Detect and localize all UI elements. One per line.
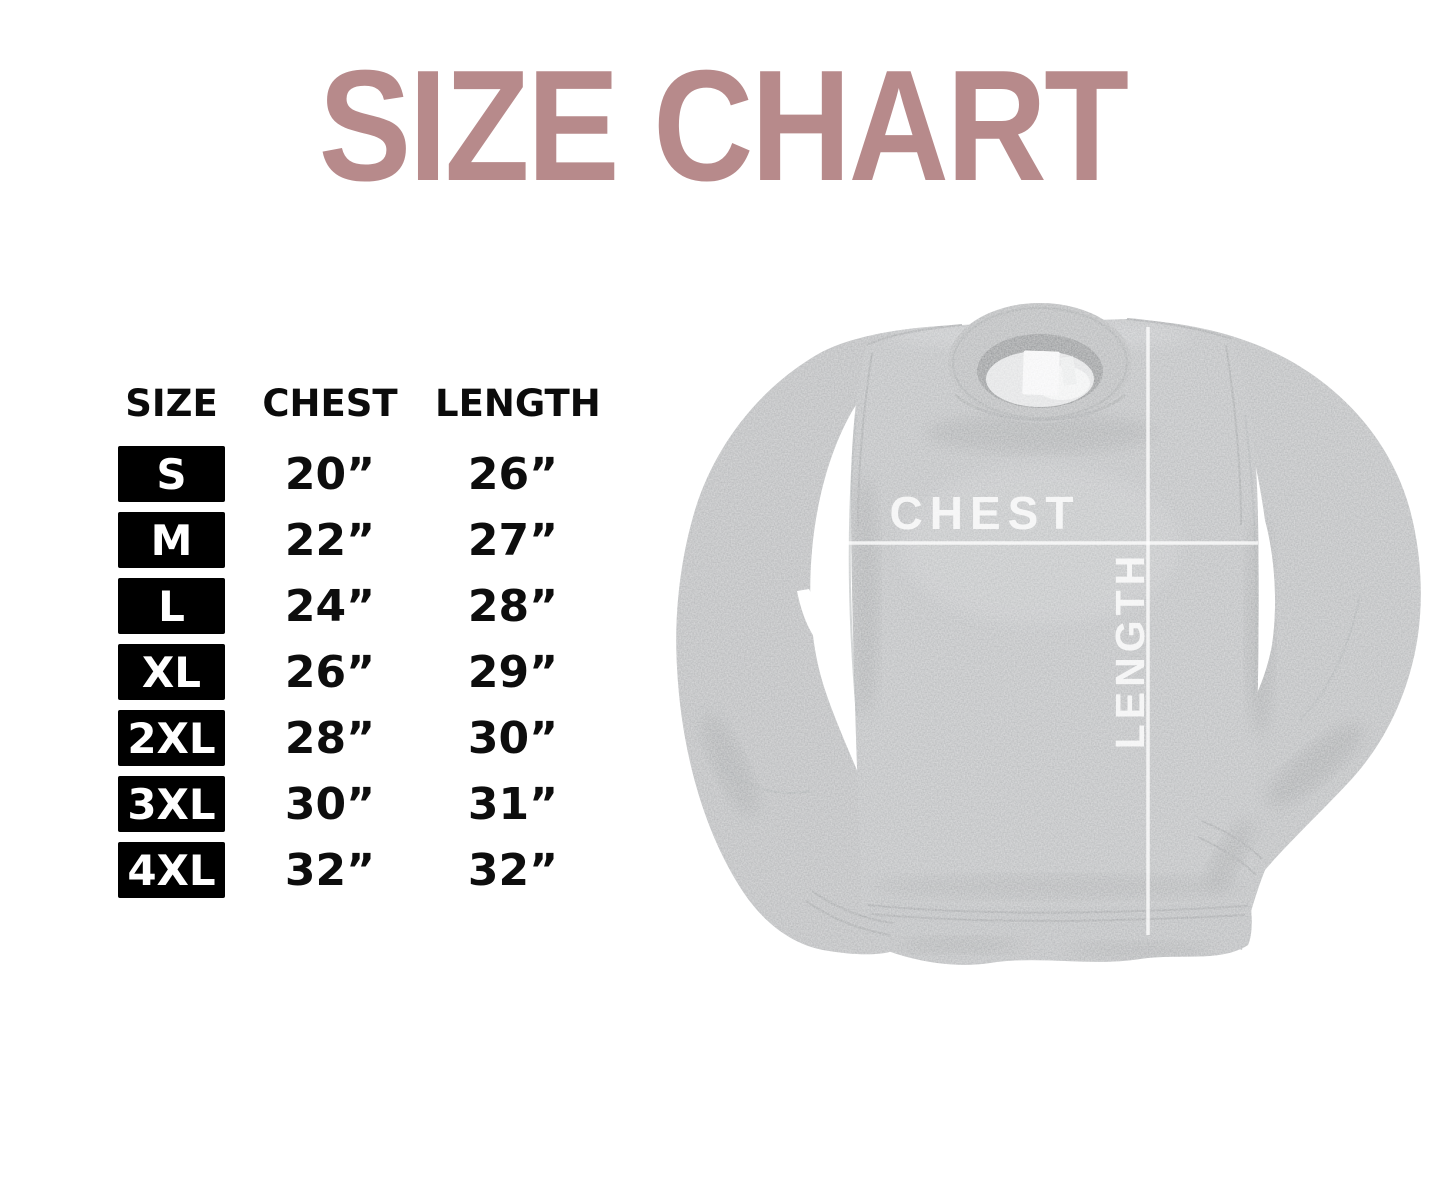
column-header-chest: CHEST xyxy=(262,382,398,425)
seams xyxy=(719,318,1361,936)
length-value: 30” xyxy=(467,712,559,764)
length-value: 32” xyxy=(467,844,559,896)
table-row: 3XL 30” 31” xyxy=(118,776,591,832)
chest-measure-label: CHEST xyxy=(890,487,1081,539)
size-badge: 2XL xyxy=(118,710,225,766)
size-badge: 3XL xyxy=(118,776,225,832)
length-value: 31” xyxy=(467,778,559,830)
chest-value: 20” xyxy=(284,448,376,500)
table-row: XL 26” 29” xyxy=(118,644,591,700)
chest-value: 28” xyxy=(284,712,376,764)
size-table: SIZE CHEST LENGTH S 20” 26” M 22” 27” L … xyxy=(118,382,601,908)
column-header-size: SIZE xyxy=(125,382,218,425)
size-badge: L xyxy=(118,578,225,634)
collar xyxy=(948,303,1132,423)
size-badge: M xyxy=(118,512,225,568)
length-value: 28” xyxy=(467,580,559,632)
measurement-overlay: CHEST LENGTH xyxy=(845,327,1258,935)
right-sleeve xyxy=(1128,319,1421,950)
size-badge: S xyxy=(118,446,225,502)
size-table-body: S 20” 26” M 22” 27” L 24” 28” XL 26” 29”… xyxy=(118,446,591,898)
sweatshirt-photo: CHEST LENGTH xyxy=(676,303,1421,965)
table-row: 4XL 32” 32” xyxy=(118,842,591,898)
table-header-row: SIZE CHEST LENGTH xyxy=(118,382,601,425)
column-header-length: LENGTH xyxy=(435,382,601,425)
neck-tag xyxy=(1022,350,1060,396)
length-measure-label: LENGTH xyxy=(1107,551,1153,750)
chest-value: 24” xyxy=(284,580,376,632)
table-row: M 22” 27” xyxy=(118,512,591,568)
length-value: 29” xyxy=(467,646,559,698)
page-title: SIZE CHART xyxy=(318,38,1129,214)
sleeve-gap xyxy=(797,589,832,657)
size-badge: 4XL xyxy=(118,842,225,898)
chest-value: 22” xyxy=(284,514,376,566)
chest-value: 26” xyxy=(284,646,376,698)
table-row: S 20” 26” xyxy=(118,446,591,502)
sweatshirt xyxy=(676,303,1421,965)
size-badge: XL xyxy=(118,644,225,700)
chest-value: 32” xyxy=(284,844,376,896)
fabric-shading xyxy=(702,321,1363,958)
table-row: L 24” 28” xyxy=(118,578,591,634)
length-value: 27” xyxy=(467,514,559,566)
table-row: 2XL 28” 30” xyxy=(118,710,591,766)
chest-value: 30” xyxy=(284,778,376,830)
length-value: 26” xyxy=(467,448,559,500)
